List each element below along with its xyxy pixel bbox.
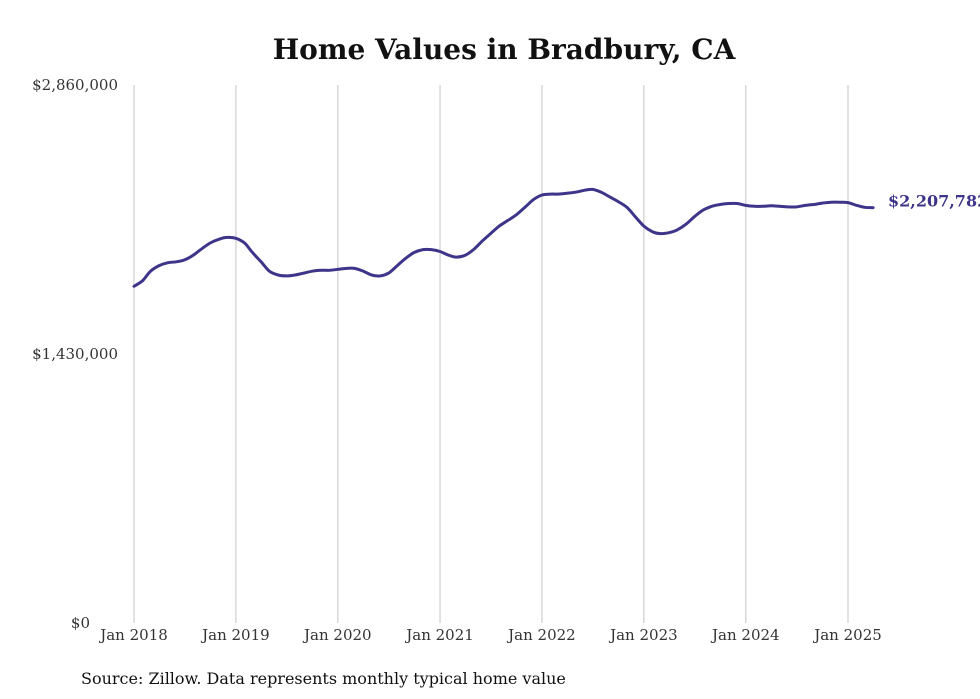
last-value-label: $2,207,782	[888, 192, 980, 211]
x-axis-ticks: Jan 2018 Jan 2019 Jan 2020 Jan 2021 Jan 2022…	[98, 626, 882, 644]
y-tick-label: $1,430,000	[32, 345, 118, 363]
x-tick-label: Jan 2018	[98, 626, 168, 644]
source-note: Source: Zillow. Data represents monthly …	[81, 669, 566, 688]
y-tick-label: $2,860,000	[32, 76, 118, 94]
y-axis-ticks: $0 $1,430,000 $2,860,000	[32, 76, 118, 632]
x-tick-label: Jan 2022	[506, 626, 576, 644]
x-tick-label: Jan 2019	[200, 626, 270, 644]
series-line	[132, 187, 875, 288]
x-tick-label: Jan 2020	[302, 626, 372, 644]
y-tick-label: $0	[71, 614, 90, 632]
x-tick-label: Jan 2023	[608, 626, 678, 644]
x-tick-label: Jan 2025	[812, 626, 882, 644]
x-tick-label: Jan 2024	[710, 626, 780, 644]
x-tick-label: Jan 2021	[404, 626, 474, 644]
gridlines	[133, 85, 849, 623]
chart-title: Home Values in Bradbury, CA	[273, 33, 737, 66]
